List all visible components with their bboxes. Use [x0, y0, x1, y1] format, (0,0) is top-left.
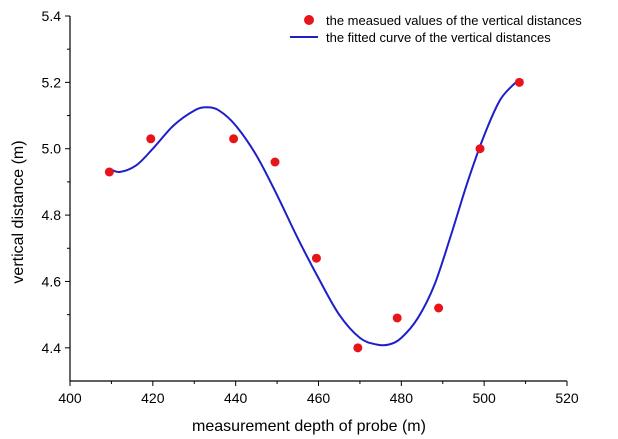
legend-label-measured: the measued values of the vertical dista…: [326, 13, 582, 28]
x-tick-label: 480: [390, 390, 414, 406]
measured-point: [475, 144, 485, 154]
x-axis-ticks: 400 420 440 460 480 500 520: [58, 381, 579, 406]
y-tick-label: 4.4: [42, 340, 62, 356]
measured-point: [434, 303, 444, 313]
measured-point: [104, 167, 114, 177]
measured-point: [514, 77, 524, 87]
x-tick-label: 400: [58, 390, 82, 406]
y-tick-label: 5.0: [42, 141, 62, 157]
fitted-curve-layer: [108, 78, 521, 347]
x-axis-title: measurement depth of probe (m): [192, 418, 426, 435]
legend-marker-measured: [304, 15, 314, 25]
y-axis-title: vertical distance (m): [10, 140, 27, 283]
y-tick-label: 5.2: [42, 74, 62, 90]
measured-point: [353, 343, 363, 353]
y-tick-label: 4.8: [42, 207, 62, 223]
y-tick-label: 5.4: [42, 8, 62, 24]
legend: the measued values of the vertical dista…: [290, 13, 582, 45]
x-tick-label: 520: [555, 390, 579, 406]
x-tick-label: 460: [307, 390, 331, 406]
x-tick-label: 420: [141, 390, 165, 406]
measured-point: [146, 134, 156, 144]
measured-points-layer: [104, 77, 524, 353]
fitted-curve-line: [108, 78, 521, 347]
measured-point: [270, 157, 280, 167]
measured-point: [229, 134, 239, 144]
legend-label-fitted: the fitted curve of the vertical distanc…: [326, 30, 551, 45]
x-tick-label: 500: [472, 390, 496, 406]
x-tick-label: 440: [224, 390, 248, 406]
y-tick-label: 4.6: [42, 273, 62, 289]
plot-area: [69, 16, 567, 382]
y-axis-ticks: 4.4 4.6 4.8 5.0 5.2 5.4: [42, 8, 70, 356]
measured-point: [392, 313, 402, 323]
measured-point: [311, 253, 321, 263]
